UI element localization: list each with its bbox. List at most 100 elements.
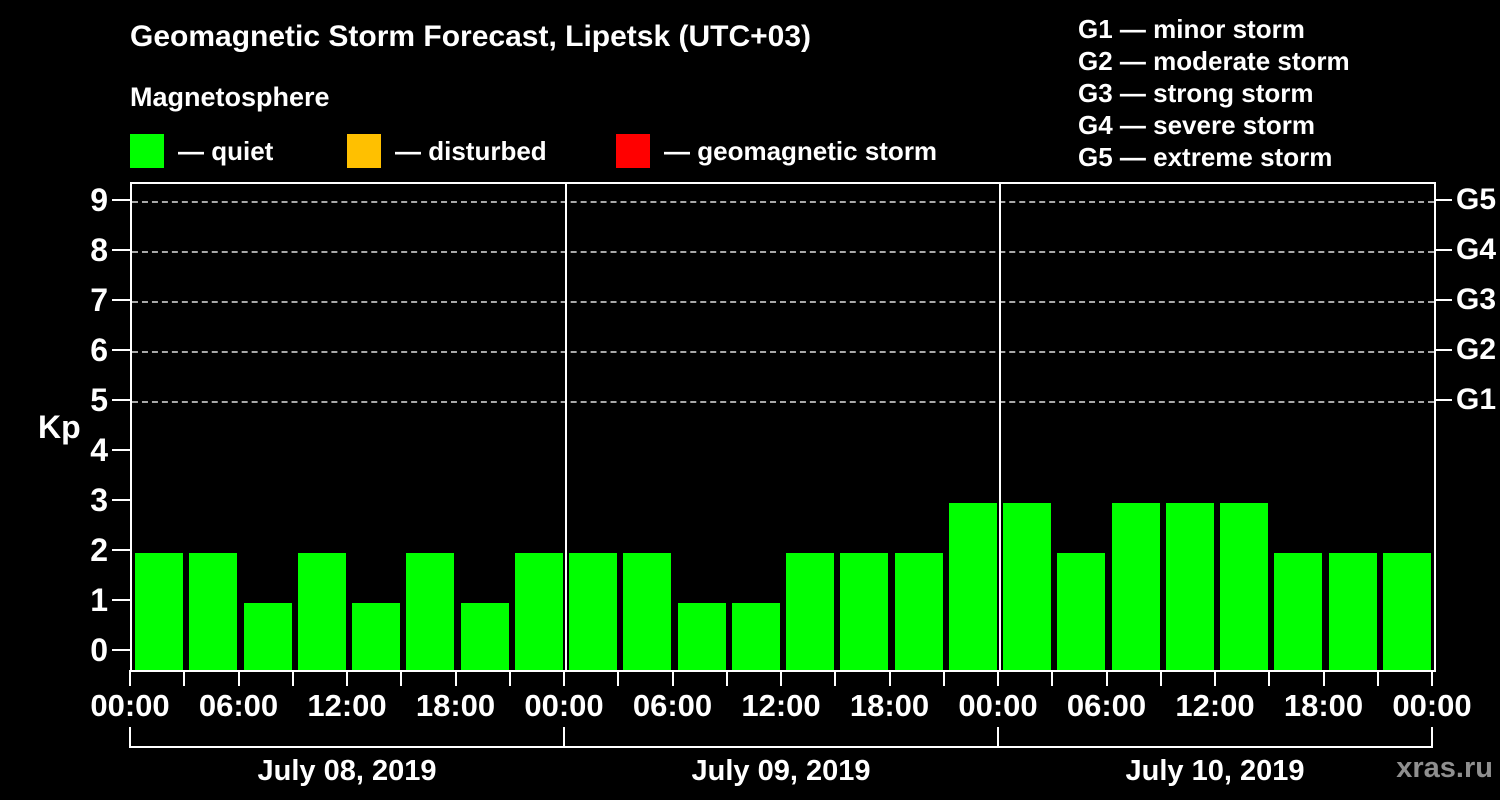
gridline-kp9 xyxy=(132,201,1434,203)
kp-bar xyxy=(894,553,943,670)
page-title: Geomagnetic Storm Forecast, Lipetsk (UTC… xyxy=(130,20,812,53)
day-separator xyxy=(565,184,567,670)
watermark: xras.ru xyxy=(1396,752,1493,784)
right-axis-tick xyxy=(1434,249,1452,251)
day-separator xyxy=(999,184,1001,670)
x-axis-tick xyxy=(617,670,620,686)
y-axis-label: 8 xyxy=(90,232,108,268)
x-axis-tick xyxy=(1376,670,1379,686)
gridline-kp5 xyxy=(132,401,1434,403)
storm-scale-g2: G2 — moderate storm xyxy=(1078,46,1350,76)
kp-bar xyxy=(786,553,834,670)
day-bracket-tick xyxy=(1431,727,1433,748)
x-axis-label: 00:00 xyxy=(524,688,604,723)
g-level-label: G1 xyxy=(1456,383,1497,416)
kp-bar xyxy=(406,553,455,670)
y-axis-tick xyxy=(112,549,130,551)
date-label: July 10, 2019 xyxy=(1125,755,1305,787)
y-axis-label: 3 xyxy=(90,482,108,518)
x-axis-tick xyxy=(780,670,782,686)
y-axis-tick xyxy=(112,599,130,601)
kp-bar xyxy=(1274,553,1323,670)
kp-bar xyxy=(460,603,509,670)
geomagnetic-storm-color-swatch-icon xyxy=(616,134,650,168)
x-axis-tick xyxy=(1051,670,1054,686)
x-axis-label: 06:00 xyxy=(1066,688,1147,723)
x-axis-tick xyxy=(237,670,240,686)
x-axis-tick xyxy=(1431,670,1433,686)
storm-scale-g3: G3 — strong storm xyxy=(1078,78,1314,108)
x-axis-tick xyxy=(454,670,457,686)
disturbed-color-swatch-icon xyxy=(347,134,381,168)
y-axis-tick xyxy=(112,349,130,351)
quiet-color-swatch-icon xyxy=(130,134,164,168)
day-bracket-tick xyxy=(129,727,131,748)
kp-bar xyxy=(1165,503,1214,670)
kp-bar xyxy=(1220,503,1268,670)
x-axis-tick xyxy=(1159,670,1162,686)
y-axis-label: 7 xyxy=(90,282,108,318)
storm-scale-legend: G1 — minor storm G2 — moderate storm G3 … xyxy=(1078,13,1350,173)
x-axis-tick xyxy=(291,670,294,686)
kp-bar xyxy=(569,553,617,670)
legend-label-quiet: — quiet xyxy=(178,135,274,166)
kp-bar xyxy=(1111,503,1160,670)
x-axis-tick xyxy=(129,670,131,686)
kp-bar xyxy=(1382,553,1431,670)
legend-label-geomagnetic-storm: — geomagnetic storm xyxy=(664,135,938,166)
right-axis-tick xyxy=(1434,349,1452,351)
kp-bar xyxy=(948,503,997,670)
g-level-label: G4 xyxy=(1456,233,1497,266)
x-axis-tick xyxy=(1322,670,1325,686)
kp-bar xyxy=(243,603,292,670)
y-axis-label: 1 xyxy=(90,582,108,618)
x-axis-tick xyxy=(997,670,999,686)
x-axis-label: 00:00 xyxy=(90,688,170,723)
legend-item-disturbed: — disturbed xyxy=(347,134,547,168)
kp-bar xyxy=(352,603,400,670)
day-bracket-tick xyxy=(563,727,565,748)
g-level-label: G2 xyxy=(1456,333,1497,366)
x-axis-tick xyxy=(834,670,837,686)
storm-scale-g5: G5 — extreme storm xyxy=(1078,142,1333,172)
x-axis-tick xyxy=(942,670,945,686)
kp-bar xyxy=(677,603,726,670)
x-axis-tick xyxy=(1214,670,1216,686)
plot-area xyxy=(130,182,1436,672)
kp-bar xyxy=(189,553,238,670)
right-axis-tick xyxy=(1434,399,1452,401)
y-axis-tick xyxy=(112,249,130,251)
x-axis-tick xyxy=(563,670,565,686)
legend-item-quiet: — quiet xyxy=(130,134,273,168)
x-axis-tick xyxy=(888,670,891,686)
date-label: July 08, 2019 xyxy=(257,755,437,787)
x-axis-tick xyxy=(346,670,348,686)
kp-bar xyxy=(731,603,780,670)
kp-bar xyxy=(297,553,346,670)
y-axis-label: 9 xyxy=(90,182,108,218)
chart-subtitle: Magnetosphere xyxy=(130,82,330,112)
gridline-kp8 xyxy=(132,251,1434,253)
y-axis-tick xyxy=(112,499,130,501)
kp-bar xyxy=(514,553,563,670)
kp-bar xyxy=(135,553,183,670)
y-axis-tick xyxy=(112,399,130,401)
x-axis-label: 18:00 xyxy=(849,688,930,723)
kp-bar xyxy=(1057,553,1106,670)
x-axis-label: 12:00 xyxy=(1175,688,1255,723)
x-axis-label: 12:00 xyxy=(307,688,387,723)
legend-item-geomagnetic-storm: — geomagnetic storm xyxy=(616,134,937,168)
x-axis-label: 00:00 xyxy=(958,688,1038,723)
right-axis-tick xyxy=(1434,199,1452,201)
x-axis-tick xyxy=(725,670,728,686)
x-axis-tick xyxy=(508,670,511,686)
y-axis-label: 0 xyxy=(90,632,108,668)
y-axis-tick xyxy=(112,449,130,451)
x-axis-tick xyxy=(1105,670,1108,686)
kp-bar xyxy=(623,553,672,670)
y-axis-tick xyxy=(112,299,130,301)
day-bracket-tick xyxy=(997,727,999,748)
gridline-kp7 xyxy=(132,301,1434,303)
date-label: July 09, 2019 xyxy=(691,755,871,787)
